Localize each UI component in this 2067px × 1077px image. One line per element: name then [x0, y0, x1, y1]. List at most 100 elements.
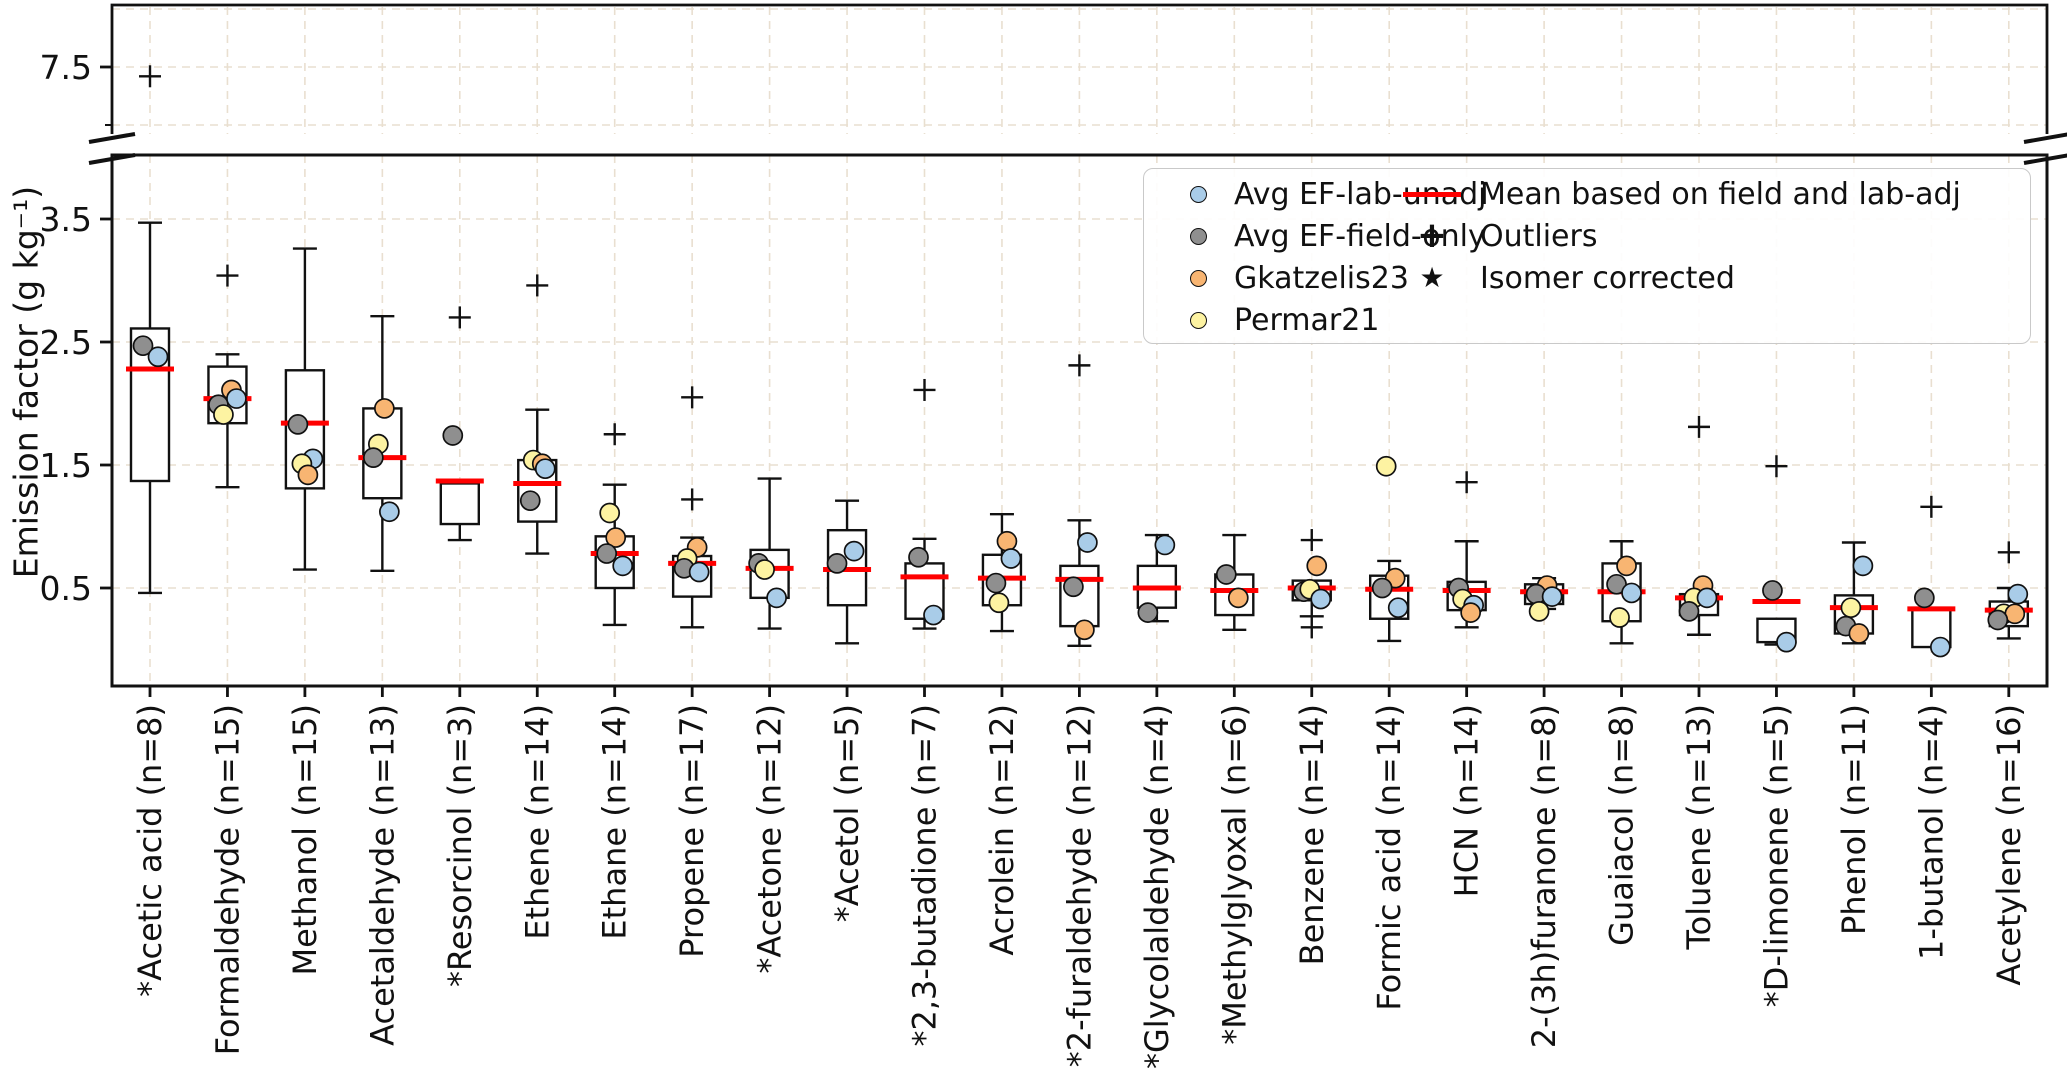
x-tick-label: *2,3-butadione (n=7): [906, 704, 944, 1047]
x-tick-label: *D-limonene (n=5): [1757, 704, 1795, 1007]
box-group--acetol: [823, 499, 872, 645]
point-gray: [1137, 602, 1159, 623]
point-gray: [1371, 577, 1393, 599]
point-blue: [1929, 636, 1951, 658]
box-group-1-butanol: [1907, 495, 1956, 658]
point-blue: [843, 540, 865, 562]
box-group-acetaldehyde: [358, 314, 407, 572]
legend-item-mean-line: Mean based on field and lab-adj: [1384, 173, 2024, 215]
point-yellow: [599, 502, 621, 524]
axis-break-icon: [88, 153, 136, 165]
point-blue: [1621, 582, 1642, 604]
box-group-2-3h-furanone: [1520, 575, 1569, 622]
point-orange: [605, 527, 627, 548]
point-orange: [1460, 602, 1482, 623]
x-tick-label: 2-(3h)furanone (n=8): [1525, 704, 1563, 1048]
y-tick-label: 7.5: [40, 48, 92, 87]
legend-item-field-only: Avg EF-field-only: [1162, 215, 1486, 257]
point-yellow: [213, 404, 234, 425]
box-group-hcn: [1442, 471, 1491, 629]
axis-break-icon: [2023, 153, 2067, 165]
x-tick-label: *Acetone (n=12): [751, 704, 789, 974]
y-axis-label: Emission factor (g kg⁻¹): [6, 185, 46, 579]
x-tick-label: *Methylglyoxal (n=6): [1215, 704, 1253, 1045]
point-blue: [379, 501, 400, 523]
point-orange: [1848, 623, 1870, 644]
point-yellow: [1609, 607, 1630, 628]
point-gray: [132, 335, 154, 357]
x-tick-label: Acrolein (n=12): [983, 704, 1021, 956]
x-tick-label: Acetylene (n=16): [1990, 704, 2028, 986]
box-group-phenol: [1829, 541, 1878, 645]
point-gray: [826, 553, 848, 574]
point-orange: [1227, 587, 1249, 609]
point-blue: [534, 458, 556, 480]
field-only-dot-icon: [1162, 227, 1234, 245]
point-blue: [1000, 548, 1022, 569]
box-group-ethene: [513, 274, 562, 555]
box-group--acetic-acid: [126, 65, 174, 595]
point-yellow: [1528, 601, 1550, 622]
point-gray: [1063, 576, 1084, 598]
point-gray: [985, 572, 1007, 594]
box-group-propene: [668, 386, 717, 629]
point-gray: [908, 546, 929, 568]
legend-item-gkatzelis23: Gkatzelis23: [1162, 257, 1409, 299]
point-orange: [1616, 555, 1637, 577]
legend-item-label: Mean based on field and lab-adj: [1480, 176, 1961, 212]
x-tick-label: Formic acid (n=14): [1370, 704, 1408, 1011]
gkatzelis23-dot-icon: [1162, 269, 1234, 287]
legend-item-label: Isomer corrected: [1480, 260, 1735, 296]
point-blue: [1387, 597, 1409, 619]
y-tick-label: 1.5: [40, 446, 92, 485]
point-gray: [519, 490, 541, 512]
box-group-methanol: [280, 247, 329, 571]
permar21-dot-icon: [1162, 311, 1234, 329]
point-blue: [1077, 532, 1098, 553]
legend-column-markers: Avg EF-lab-unadj Avg EF-field-only Gkatz…: [1162, 173, 1487, 341]
box-group-formic-acid: [1365, 455, 1414, 643]
point-gray: [1215, 564, 1237, 585]
point-blue: [766, 587, 787, 609]
box-group--2-3-butadione: [900, 378, 949, 630]
point-gray: [1762, 580, 1783, 601]
point-blue: [1154, 534, 1176, 556]
box-group--resorcinol: [435, 306, 484, 542]
point-blue: [147, 346, 169, 368]
point-gray: [1678, 601, 1700, 622]
iqr-box: [1059, 564, 1100, 628]
x-tick-label: Ethene (n=14): [518, 704, 556, 940]
box-group-acetylene: [1984, 541, 2033, 640]
point-blue: [612, 555, 634, 577]
box-group-toluene: [1675, 415, 1723, 636]
x-tick-label: Guaiacol (n=8): [1603, 704, 1641, 946]
point-blue: [1696, 587, 1718, 609]
point-gray: [596, 543, 618, 564]
legend: Avg EF-lab-unadj Avg EF-field-only Gkatz…: [1143, 168, 2031, 344]
x-tick-label: 1-butanol (n=4): [1912, 704, 1950, 960]
point-blue: [923, 604, 944, 626]
box-group-ethane: [590, 423, 639, 627]
lab-unadj-dot-icon: [1162, 185, 1234, 203]
legend-item-lab-unadj: Avg EF-lab-unadj: [1162, 173, 1487, 215]
point-orange: [996, 530, 1018, 552]
x-tick-label: *2-furaldehyde (n=12): [1060, 704, 1098, 1067]
x-tick-label: *Resorcinol (n=3): [441, 704, 479, 987]
x-tick-label: Methanol (n=15): [286, 704, 324, 975]
x-tick-label: Toluene (n=13): [1680, 704, 1718, 950]
point-gray: [363, 447, 384, 468]
legend-item-label: Avg EF-field-only: [1234, 218, 1486, 254]
box-group-benzene: [1287, 529, 1336, 639]
legend-item-permar21: Permar21: [1162, 299, 1392, 341]
legend-column-lines: Mean based on field and lab-adj + Outlie…: [1384, 173, 2024, 299]
x-tick-label: Ethane (n=14): [596, 704, 634, 940]
x-tick-label: *Acetic acid (n=8): [131, 704, 169, 997]
axis-break-icon: [2023, 132, 2067, 144]
y-tick-label: 0.5: [40, 569, 92, 608]
box-group--methylglyoxal: [1210, 533, 1259, 632]
boxplots: [126, 65, 2033, 658]
star-marker-icon: ★: [1419, 261, 1445, 294]
point-gray: [1913, 587, 1935, 609]
box-group-guaiacol: [1597, 540, 1646, 645]
